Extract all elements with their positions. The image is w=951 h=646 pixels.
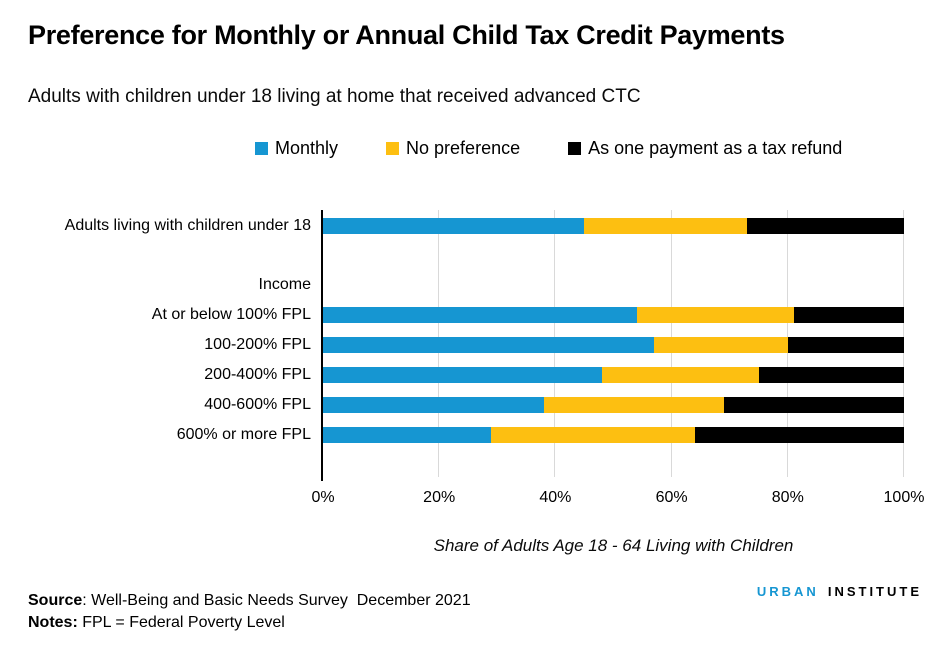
source-text: : Well-Being and Basic Needs Survey Dece… — [82, 592, 471, 609]
bar-segment-monthly — [323, 337, 655, 353]
bar-segment-no-preference — [584, 218, 748, 234]
legend-label: As one payment as a tax refund — [588, 138, 843, 158]
category-label: 400-600% FPL — [204, 396, 311, 413]
x-axis-title: Share of Adults Age 18 - 64 Living with … — [433, 536, 794, 555]
legend-swatch-no-preference-icon — [386, 142, 400, 155]
legend-swatch-tax-refund-icon — [568, 142, 582, 155]
bar-segment-monthly — [323, 367, 602, 383]
bar-segment-monthly — [323, 218, 585, 234]
bar-segment-no-preference — [636, 307, 794, 323]
bar-segment-as-one-payment-as-a-tax-refund — [747, 218, 904, 234]
bar-segment-as-one-payment-as-a-tax-refund — [723, 397, 904, 413]
source-label: Source — [28, 592, 83, 609]
urban-institute-logo: URBAN INSTITUTE — [757, 584, 922, 599]
legend-label: No preference — [406, 138, 521, 158]
x-tick-label: 80% — [771, 489, 804, 506]
group-label-income: Income — [258, 276, 311, 293]
page-title: Preference for Monthly or Annual Child T… — [28, 20, 785, 50]
legend-item-tax-refund: As one payment as a tax refund — [568, 138, 842, 159]
legend-item-monthly: Monthly — [255, 138, 338, 159]
x-tick-label: 100% — [883, 489, 925, 506]
x-tick-label: 20% — [423, 489, 456, 506]
bar-segment-as-one-payment-as-a-tax-refund — [793, 307, 904, 323]
category-label: 200-400% FPL — [204, 366, 311, 383]
legend: Monthly No preference As one payment as … — [255, 138, 842, 159]
page-subtitle: Adults with children under 18 living at … — [28, 86, 641, 107]
x-tick-label: 60% — [655, 489, 688, 506]
bar-segment-no-preference — [491, 427, 695, 443]
bar-segment-monthly — [323, 427, 492, 443]
y-axis-line — [321, 210, 323, 481]
category-label: At or below 100% FPL — [151, 306, 311, 323]
bar-segment-no-preference — [601, 367, 759, 383]
notes-label: Notes: — [28, 614, 78, 631]
bar-segment-as-one-payment-as-a-tax-refund — [758, 367, 904, 383]
bar-segment-as-one-payment-as-a-tax-refund — [787, 337, 904, 353]
legend-label: Monthly — [275, 138, 339, 158]
category-label: 600% or more FPL — [176, 426, 311, 443]
stacked-bar-chart: Adults living with children under 18 At o… — [0, 210, 951, 482]
source-note: Source: Well-Being and Basic Needs Surve… — [28, 592, 471, 610]
x-axis-ticks: 0% 20% 40% 60% 80% 100% — [0, 489, 951, 511]
x-tick-label: 0% — [311, 489, 335, 506]
category-label: 100-200% FPL — [204, 336, 311, 353]
bar-segment-monthly — [323, 397, 544, 413]
bar-segment-no-preference — [654, 337, 788, 353]
legend-swatch-monthly-icon — [255, 142, 268, 155]
bar-segment-as-one-payment-as-a-tax-refund — [694, 427, 904, 443]
bar-segment-no-preference — [543, 397, 724, 413]
logo-institute: INSTITUTE — [827, 584, 922, 599]
category-label: Adults living with children under 18 — [64, 217, 311, 234]
legend-item-no-preference: No preference — [386, 138, 520, 159]
x-tick-label: 40% — [539, 489, 572, 506]
logo-urban: URBAN — [756, 584, 819, 599]
notes-note: Notes: FPL = Federal Poverty Level — [28, 614, 285, 632]
bar-segment-monthly — [323, 307, 637, 323]
notes-text: FPL = Federal Poverty Level — [77, 614, 285, 631]
